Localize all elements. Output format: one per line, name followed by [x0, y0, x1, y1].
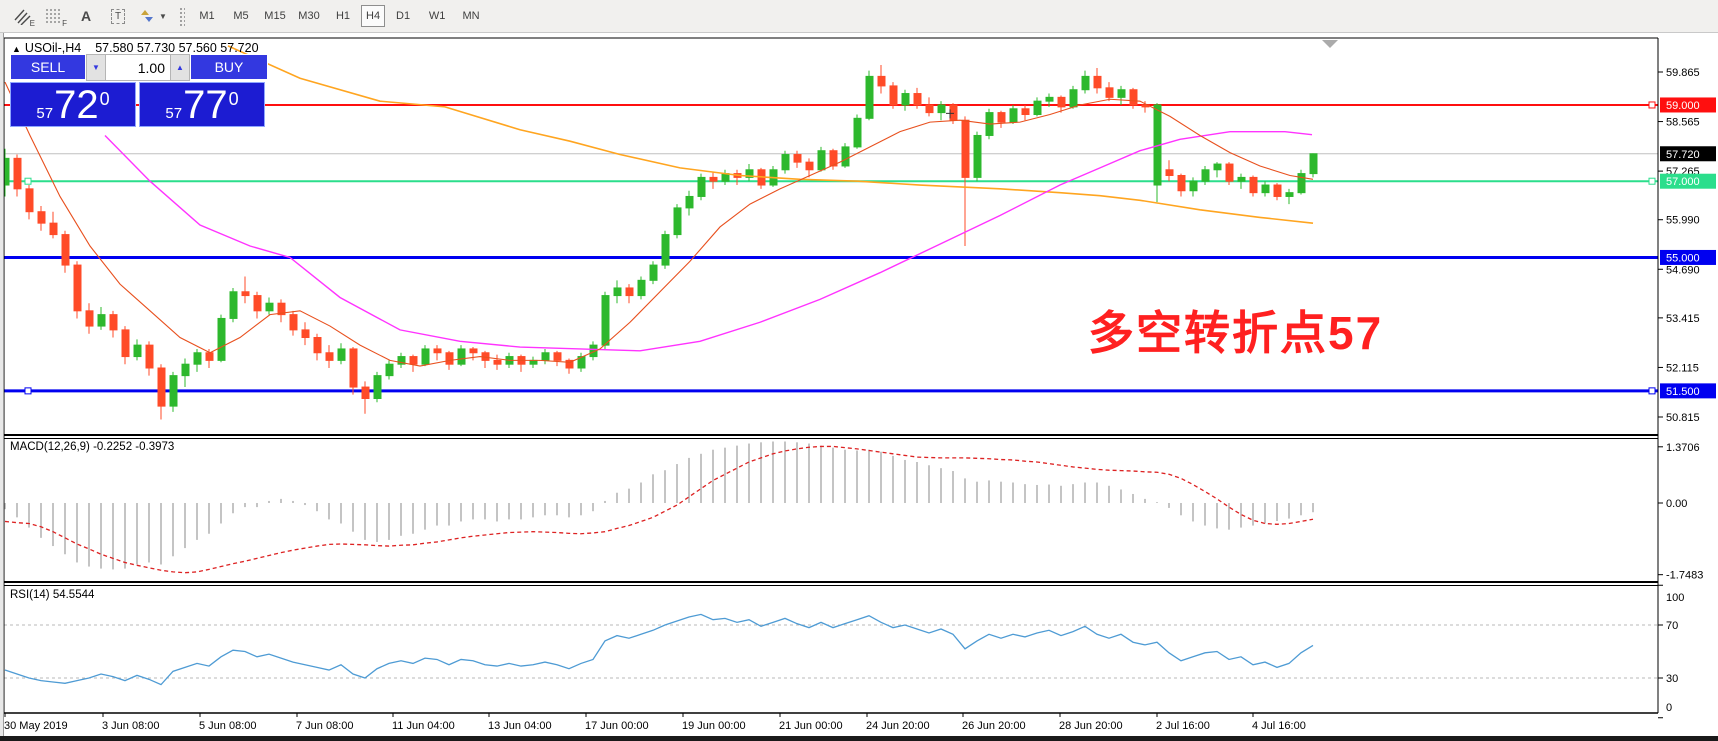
svg-text:30 May 2019: 30 May 2019 — [4, 720, 68, 732]
ma-mid-line — [104, 130, 1313, 352]
collapse-icon[interactable]: ▲ — [12, 44, 21, 54]
symbol-period: USOil-,H4 — [24, 41, 82, 55]
rsi-indicator-label: RSI(14) 54.5544 — [10, 589, 95, 601]
svg-text:52.115: 52.115 — [1666, 362, 1699, 374]
buy-price-display[interactable]: 57 77 0 — [139, 82, 265, 127]
svg-text:26 Jun 20:00: 26 Jun 20:00 — [962, 720, 1026, 732]
svg-text:24 Jun 20:00: 24 Jun 20:00 — [866, 720, 930, 732]
tool-sub-label: E — [29, 19, 35, 28]
svg-text:28 Jun 20:00: 28 Jun 20:00 — [1059, 720, 1123, 732]
tool-sub-label: F — [62, 19, 67, 28]
textbox-icon[interactable]: T — [104, 4, 132, 28]
svg-text:100: 100 — [1666, 592, 1684, 604]
svg-text:0.00: 0.00 — [1666, 498, 1687, 510]
ma-slow-line — [227, 45, 1314, 224]
svg-text:58.565: 58.565 — [1666, 117, 1700, 129]
svg-text:53.415: 53.415 — [1666, 313, 1700, 325]
ma-fast-line — [4, 81, 1314, 367]
tab-m1[interactable]: M1 — [199, 10, 215, 22]
svg-text:0: 0 — [1666, 702, 1672, 714]
macd-signal-line — [4, 445, 1314, 574]
svg-text:-1.7483: -1.7483 — [1666, 570, 1703, 582]
volume-decrease-button[interactable]: ▼ — [86, 54, 106, 81]
toolbar: E F A T ▼ M1 M5 M15 M30 H1 H4 D1 W1 MN — [0, 0, 1718, 33]
timeframe-bar: M1 M5 M15 M30 H1 H4 D1 W1 MN — [191, 5, 489, 27]
buy-price-fraction: 0 — [228, 89, 239, 109]
chevron-down-icon: ▼ — [159, 11, 167, 21]
hline-handle[interactable] — [1648, 177, 1656, 185]
tab-m15[interactable]: M15 — [264, 10, 286, 22]
chart-title: ▲ USOil-,H4 57.580 57.730 57.560 57.720 — [12, 41, 259, 55]
svg-text:57.000: 57.000 — [1666, 176, 1700, 188]
annotation-text[interactable]: 多空转折点57 — [1088, 307, 1384, 359]
equidistant-channel-icon[interactable]: E — [8, 4, 36, 28]
svg-text:3 Jun 08:00: 3 Jun 08:00 — [102, 720, 160, 732]
buy-price-pips: 77 — [183, 83, 228, 127]
ohlc-values: 57.580 57.730 57.560 57.720 — [95, 41, 259, 55]
svg-text:13 Jun 04:00: 13 Jun 04:00 — [488, 720, 552, 732]
tab-mn[interactable]: MN — [462, 10, 480, 22]
svg-text:54.690: 54.690 — [1666, 264, 1700, 276]
svg-text:4 Jul 16:00: 4 Jul 16:00 — [1252, 720, 1306, 732]
buy-button[interactable]: BUY — [190, 54, 268, 81]
fibonacci-icon[interactable]: F — [40, 4, 68, 28]
svg-text:19 Jun 00:00: 19 Jun 00:00 — [682, 720, 746, 732]
sell-price-pips: 72 — [54, 83, 99, 127]
svg-text:50.815: 50.815 — [1666, 412, 1700, 424]
svg-text:7 Jun 08:00: 7 Jun 08:00 — [296, 720, 354, 732]
window-left-edge — [0, 33, 4, 741]
svg-text:1.3706: 1.3706 — [1666, 442, 1700, 454]
svg-text:70: 70 — [1666, 620, 1678, 632]
svg-text:55.990: 55.990 — [1666, 215, 1700, 227]
hline-handle[interactable] — [24, 177, 32, 185]
main-price-panel — [1, 40, 1658, 420]
text-icon[interactable]: A — [80, 8, 92, 24]
rsi-line — [4, 613, 1314, 686]
hline-handle[interactable] — [1648, 387, 1656, 395]
sell-price-fraction: 0 — [99, 89, 110, 109]
svg-text:21 Jun 00:00: 21 Jun 00:00 — [779, 720, 843, 732]
cycle-arrows-icon[interactable]: ▼ — [136, 4, 172, 28]
tab-m30[interactable]: M30 — [298, 10, 320, 22]
svg-text:57.720: 57.720 — [1666, 149, 1700, 161]
rsi-panel: 100 70 30 0 — [4, 584, 1684, 719]
window-bottom-edge — [0, 736, 1718, 741]
trade-panel: SELL ▼ ▲ BUY 57 72 0 57 77 0 — [10, 54, 268, 127]
date-axis[interactable]: 30 May 2019 3 Jun 08:00 5 Jun 08:00 7 Jun 0… — [4, 713, 1306, 732]
svg-text:17 Jun 00:00: 17 Jun 00:00 — [585, 720, 649, 732]
svg-text:55.000: 55.000 — [1666, 252, 1700, 264]
tab-w1[interactable]: W1 — [428, 10, 446, 22]
buy-price-whole: 57 — [165, 105, 183, 122]
macd-panel: 1.3706 0.00 -1.7483 — [4, 441, 1703, 582]
sell-price-whole: 57 — [36, 105, 54, 122]
svg-text:59.000: 59.000 — [1666, 100, 1700, 112]
svg-text:2 Jul 16:00: 2 Jul 16:00 — [1156, 720, 1210, 732]
tab-h1[interactable]: H1 — [335, 10, 351, 22]
macd-indicator-label: MACD(12,26,9) -0.2252 -0.3973 — [10, 441, 175, 453]
hline-handle[interactable] — [1648, 101, 1656, 109]
toolbar-grip[interactable] — [178, 6, 185, 26]
hline-handle[interactable] — [24, 387, 32, 395]
tab-m5[interactable]: M5 — [233, 10, 249, 22]
chart-shift-marker[interactable] — [1322, 40, 1338, 48]
sell-price-display[interactable]: 57 72 0 — [10, 82, 136, 127]
svg-text:5 Jun 08:00: 5 Jun 08:00 — [199, 720, 257, 732]
svg-text:59.865: 59.865 — [1666, 67, 1700, 79]
svg-text:11 Jun 04:00: 11 Jun 04:00 — [392, 720, 455, 732]
sell-button[interactable]: SELL — [10, 54, 86, 81]
svg-text:51.500: 51.500 — [1666, 386, 1700, 398]
volume-input[interactable] — [106, 54, 170, 81]
svg-text:30: 30 — [1666, 673, 1678, 685]
price-axis[interactable]: 59.86558.56557.26555.99054.69053.41552.1… — [1658, 67, 1716, 424]
tab-h4[interactable]: H4 — [361, 5, 386, 27]
volume-increase-button[interactable]: ▲ — [170, 54, 190, 81]
panel-borders — [3, 37, 1659, 714]
tab-d1[interactable]: D1 — [396, 10, 411, 22]
